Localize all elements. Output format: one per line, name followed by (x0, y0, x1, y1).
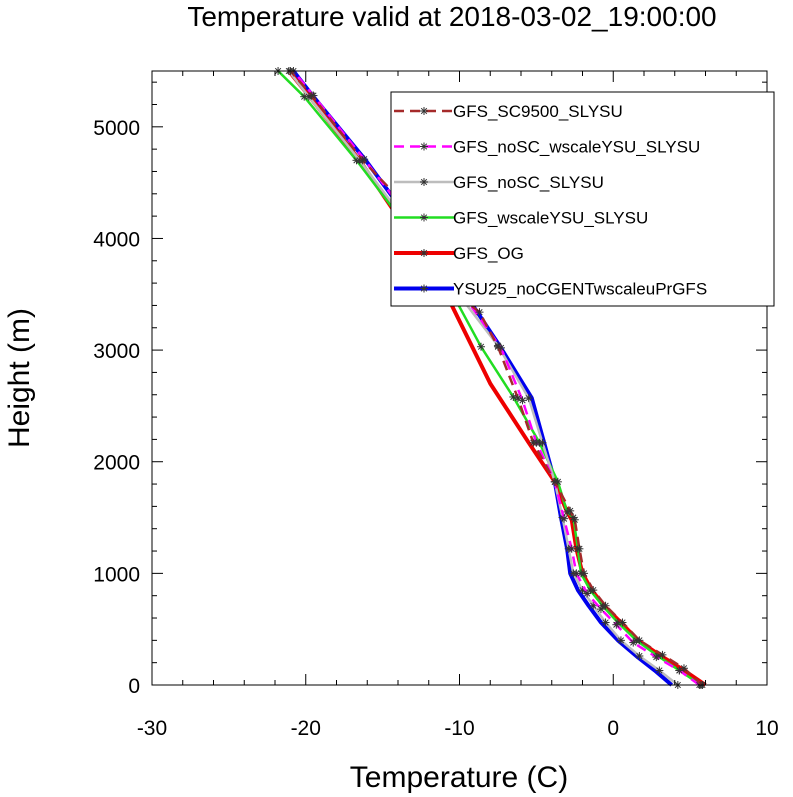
series-marker (567, 544, 576, 553)
series-marker (655, 666, 664, 675)
legend-box (390, 91, 775, 307)
axis-layer: -30 -20 -10 0 10 0 1000 2000 3000 4000 5000 (93, 71, 779, 740)
x-axis-label: Temperature (C) (350, 761, 568, 794)
series-marker (580, 569, 589, 578)
series-marker (358, 156, 367, 165)
y-tick-label: 0 (128, 675, 140, 698)
legend-marker (420, 213, 428, 222)
x-tick-label: -10 (444, 717, 474, 740)
series-marker (652, 653, 661, 662)
series-marker (529, 438, 538, 447)
series-marker (560, 514, 569, 523)
y-tick-label: 2000 (93, 452, 140, 475)
legend-marker (420, 284, 428, 293)
legend-marker (420, 142, 428, 151)
series-marker (612, 620, 621, 629)
y-tick-label: 5000 (93, 117, 140, 140)
legend-label: GFS_OG (453, 244, 524, 263)
series-marker (658, 650, 667, 659)
series-marker (629, 638, 638, 647)
legend-label: GFS_wscaleYSU_SLYSU (453, 209, 648, 228)
series-marker (679, 664, 688, 673)
series-marker (618, 618, 627, 627)
series-marker (509, 392, 518, 401)
x-tick-label: 10 (755, 717, 778, 740)
legend-label: GFS_noSC_wscaleYSU_SLYSU (453, 138, 700, 157)
legend-marker (420, 178, 428, 186)
legend-marker (420, 107, 428, 115)
series-marker (589, 586, 598, 595)
series-marker (493, 342, 502, 351)
legend-label: YSU25_noCGENTwscaleuPrGFS (453, 280, 707, 299)
x-tick-label: -30 (137, 717, 167, 740)
series-marker (575, 544, 584, 553)
series-marker (550, 477, 559, 486)
series-marker (475, 308, 484, 317)
series-marker (524, 394, 533, 403)
legend-label: GFS_SC9500_SLYSU (453, 102, 623, 121)
series-marker (477, 342, 486, 351)
legend-label: GFS_noSC_SLYSU (453, 173, 604, 192)
series-marker (570, 515, 579, 524)
series-marker (635, 651, 644, 660)
series-marker (616, 636, 625, 645)
series-marker (601, 601, 610, 610)
series-marker (589, 601, 598, 610)
series-marker (635, 636, 644, 645)
series-marker (583, 589, 592, 598)
legend: GFS_SC9500_SLYSU GFS_noSC_wscaleYSU_SLYSU… (390, 91, 775, 307)
y-tick-label: 1000 (93, 563, 140, 586)
series-marker (307, 91, 316, 100)
series-marker (601, 618, 610, 627)
legend-marker (420, 249, 428, 257)
series-marker (513, 394, 522, 403)
series-marker (566, 506, 575, 515)
chart-title: Temperature valid at 2018-03-02_19:00:00 (187, 1, 716, 32)
x-tick-label: -20 (291, 717, 321, 740)
y-tick-label: 4000 (93, 228, 140, 251)
y-axis-label: Height (m) (3, 308, 36, 448)
series-marker (596, 605, 605, 614)
x-tick-label: 0 (607, 717, 619, 740)
series-marker (572, 569, 581, 578)
y-tick-label: 3000 (93, 340, 140, 363)
